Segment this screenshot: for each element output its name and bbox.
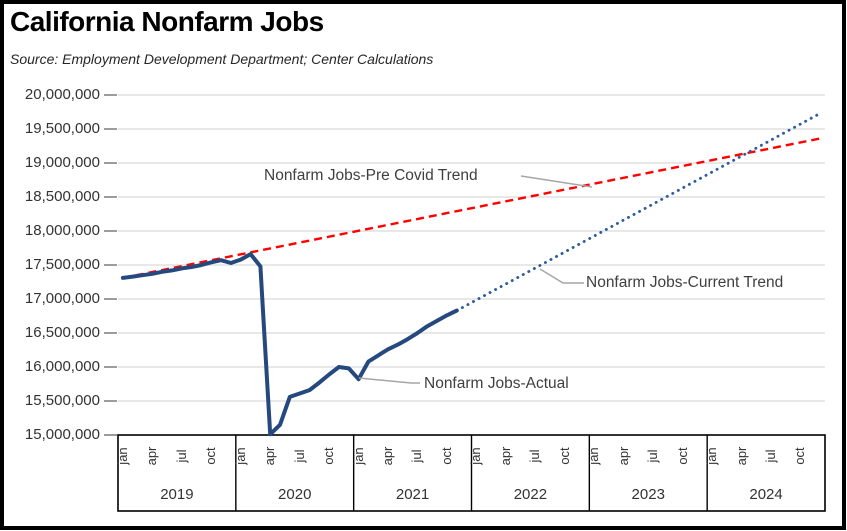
series-label-current-trend: Nonfarm Jobs-Current Trend <box>586 274 784 291</box>
chart-source: Source: Employment Development Departmen… <box>10 51 434 67</box>
series-label-actual: Nonfarm Jobs-Actual <box>424 375 569 392</box>
leader-line-actual <box>358 377 420 384</box>
series-line-pre-covid-trend <box>122 137 821 280</box>
chart-title: California Nonfarm Jobs <box>10 6 324 37</box>
series-line-current-trend <box>455 111 822 313</box>
leader-line-pre-covid-trend <box>520 175 593 188</box>
leader-line-current-trend <box>539 268 584 284</box>
series-line-actual <box>120 252 459 437</box>
series-label-pre-covid-trend: Nonfarm Jobs-Pre Covid Trend <box>264 167 478 184</box>
